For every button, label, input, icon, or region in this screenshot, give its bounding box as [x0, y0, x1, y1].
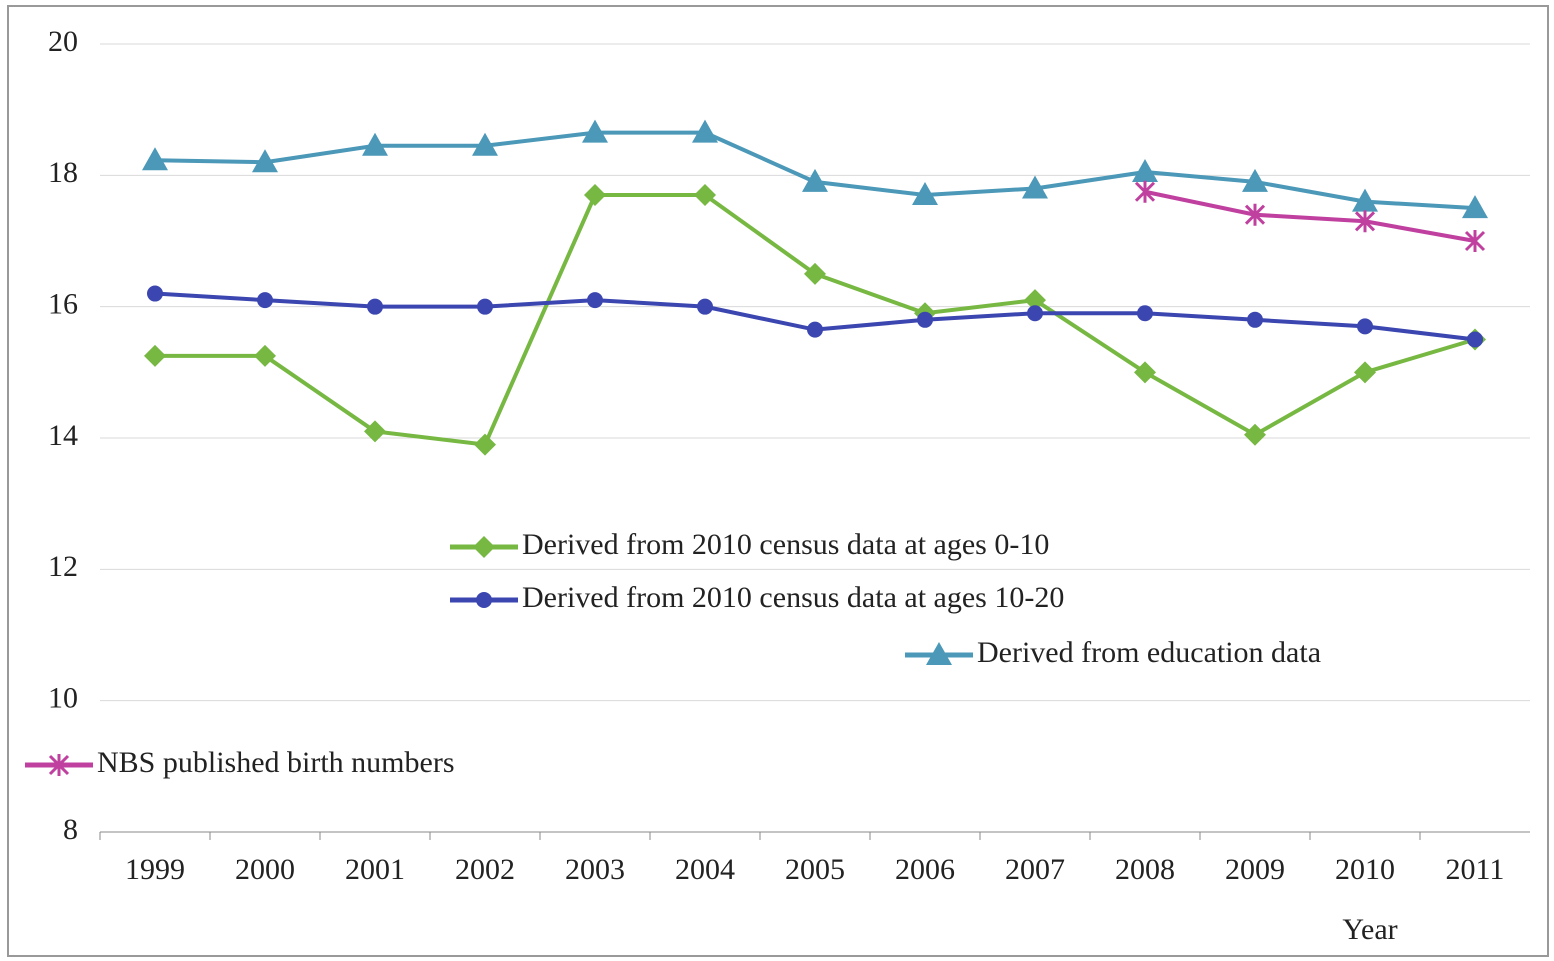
point: [802, 169, 828, 192]
series-line: [1145, 192, 1475, 241]
point: [1354, 361, 1376, 383]
point: [473, 536, 495, 558]
point: [1027, 305, 1043, 321]
point: [257, 292, 273, 308]
point: [587, 292, 603, 308]
legend-label: NBS published birth numbers: [97, 746, 455, 779]
legend-label: Derived from 2010 census data at ages 10…: [522, 581, 1064, 614]
series: [142, 120, 1488, 219]
point: [144, 345, 166, 367]
point: [147, 286, 163, 302]
point: [476, 592, 492, 608]
x-tick-label: 2000: [235, 853, 295, 886]
y-tick-label: 10: [48, 682, 78, 715]
x-tick-label: 2009: [1225, 853, 1285, 886]
point: [1244, 424, 1266, 446]
x-axis-label: Year: [1342, 913, 1397, 946]
point: [584, 184, 606, 206]
point: [807, 322, 823, 338]
point: [917, 312, 933, 328]
x-tick-label: 2002: [455, 853, 515, 886]
legend-label: Derived from 2010 census data at ages 0-…: [522, 528, 1049, 561]
y-tick-label: 18: [48, 156, 78, 189]
x-tick-label: 2001: [345, 853, 405, 886]
legend-item: Derived from 2010 census data at ages 10…: [450, 581, 1064, 614]
point: [477, 299, 493, 315]
point: [697, 299, 713, 315]
x-tick-label: 2004: [675, 853, 735, 886]
point: [1357, 318, 1373, 334]
page: {"chart_data": {"type": "line", "x_label…: [0, 0, 1554, 961]
series: [147, 286, 1483, 348]
x-tick-label: 2005: [785, 853, 845, 886]
legend-label: Derived from education data: [977, 636, 1321, 669]
x-tick-label: 2003: [565, 853, 625, 886]
y-tick-label: 12: [48, 550, 78, 583]
point: [1134, 361, 1156, 383]
legend-item: NBS published birth numbers: [25, 746, 455, 779]
point: [1467, 332, 1483, 348]
x-tick-label: 2010: [1335, 853, 1395, 886]
x-tick-label: 2011: [1446, 853, 1505, 886]
legend-item: Derived from education data: [905, 636, 1321, 669]
point: [1137, 305, 1153, 321]
y-tick-label: 8: [63, 813, 78, 846]
chart: Year 8 10 12 14 16 18 20 1999 2000 2001 2002 2003 20…: [0, 0, 1554, 961]
chart-frame: [8, 6, 1548, 956]
legend-item: Derived from 2010 census data at ages 0-…: [450, 528, 1049, 561]
y-tick-label: 16: [48, 288, 78, 321]
point: [1247, 312, 1263, 328]
y-tick-label: 14: [48, 419, 78, 452]
y-tick-label: 20: [48, 25, 78, 58]
x-tick-label: 2008: [1115, 853, 1175, 886]
point: [474, 434, 496, 456]
point: [367, 299, 383, 315]
x-tick-label: 1999: [125, 853, 185, 886]
x-tick-label: 2006: [895, 853, 955, 886]
x-tick-label: 2007: [1005, 853, 1065, 886]
point: [1132, 159, 1158, 182]
